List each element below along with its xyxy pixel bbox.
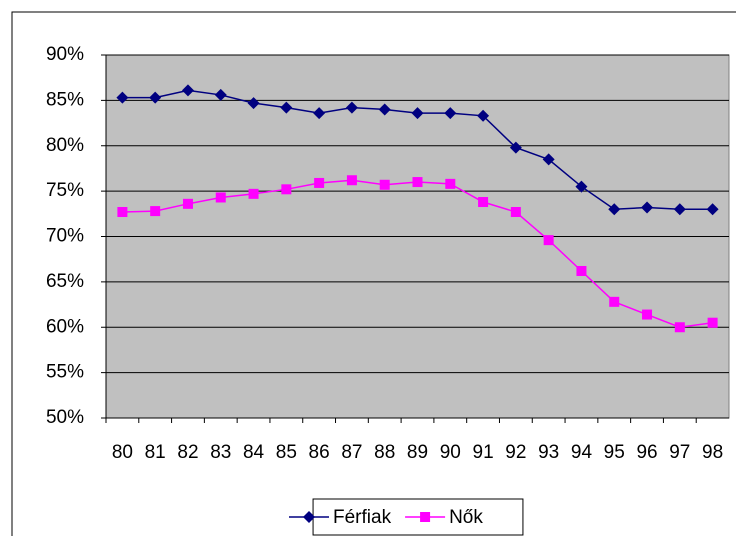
x-tick-label: 91 (473, 442, 494, 463)
legend-label: Férfiak (333, 507, 392, 528)
point (314, 177, 325, 188)
point (542, 153, 555, 166)
point (477, 109, 490, 122)
y-tick-label: 50% (46, 407, 84, 428)
point (280, 101, 293, 114)
x-tick-label: 92 (505, 442, 526, 463)
point (609, 296, 620, 307)
point (116, 91, 129, 104)
point (182, 198, 193, 209)
point (706, 203, 719, 216)
point (313, 107, 326, 120)
point (445, 178, 456, 189)
point (641, 201, 654, 214)
point (117, 206, 128, 217)
point (707, 317, 718, 328)
point (150, 206, 161, 217)
point (510, 206, 521, 217)
y-tick-label: 65% (46, 271, 84, 292)
x-tick-label: 86 (309, 442, 330, 463)
point (248, 188, 259, 199)
point (642, 309, 653, 320)
y-tick-label: 60% (46, 316, 84, 337)
point (673, 203, 686, 216)
point (509, 141, 522, 154)
point (379, 179, 390, 190)
x-tick-label: 94 (571, 442, 593, 463)
point (478, 197, 489, 208)
point (214, 88, 227, 101)
point (412, 177, 423, 188)
y-tick-label: 70% (46, 226, 84, 247)
point (378, 103, 391, 116)
point (346, 175, 357, 186)
x-tick-label: 87 (341, 442, 362, 463)
point (411, 107, 424, 120)
y-tick-label: 85% (46, 89, 84, 110)
point (149, 91, 162, 104)
point (181, 84, 194, 97)
x-tick-label: 97 (669, 442, 690, 463)
x-tick-label: 95 (604, 442, 625, 463)
point (608, 203, 621, 216)
y-tick-label: 75% (46, 180, 84, 201)
x-tick-label: 90 (440, 442, 461, 463)
x-tick-label: 84 (243, 442, 265, 463)
legend-label: Nők (449, 507, 483, 528)
x-tick-label: 96 (636, 442, 657, 463)
y-tick-label: 90% (46, 44, 84, 65)
point (215, 192, 226, 203)
x-tick-label: 98 (702, 442, 723, 463)
x-tick-label: 83 (210, 442, 231, 463)
x-tick-label: 88 (374, 442, 395, 463)
point (247, 97, 260, 110)
point (674, 322, 685, 333)
point (576, 265, 587, 276)
point (281, 184, 292, 195)
point (543, 235, 554, 246)
x-tick-label: 93 (538, 442, 559, 463)
point (303, 511, 315, 523)
x-tick-label: 82 (177, 442, 198, 463)
x-tick-label: 85 (276, 442, 297, 463)
point (420, 512, 431, 522)
point (575, 180, 588, 193)
x-tick-label: 89 (407, 442, 428, 463)
point (444, 107, 457, 120)
x-tick-label: 81 (145, 442, 166, 463)
x-tick-label: 80 (112, 442, 133, 463)
y-tick-label: 55% (46, 362, 84, 383)
point (345, 101, 358, 114)
y-tick-label: 80% (46, 135, 84, 156)
